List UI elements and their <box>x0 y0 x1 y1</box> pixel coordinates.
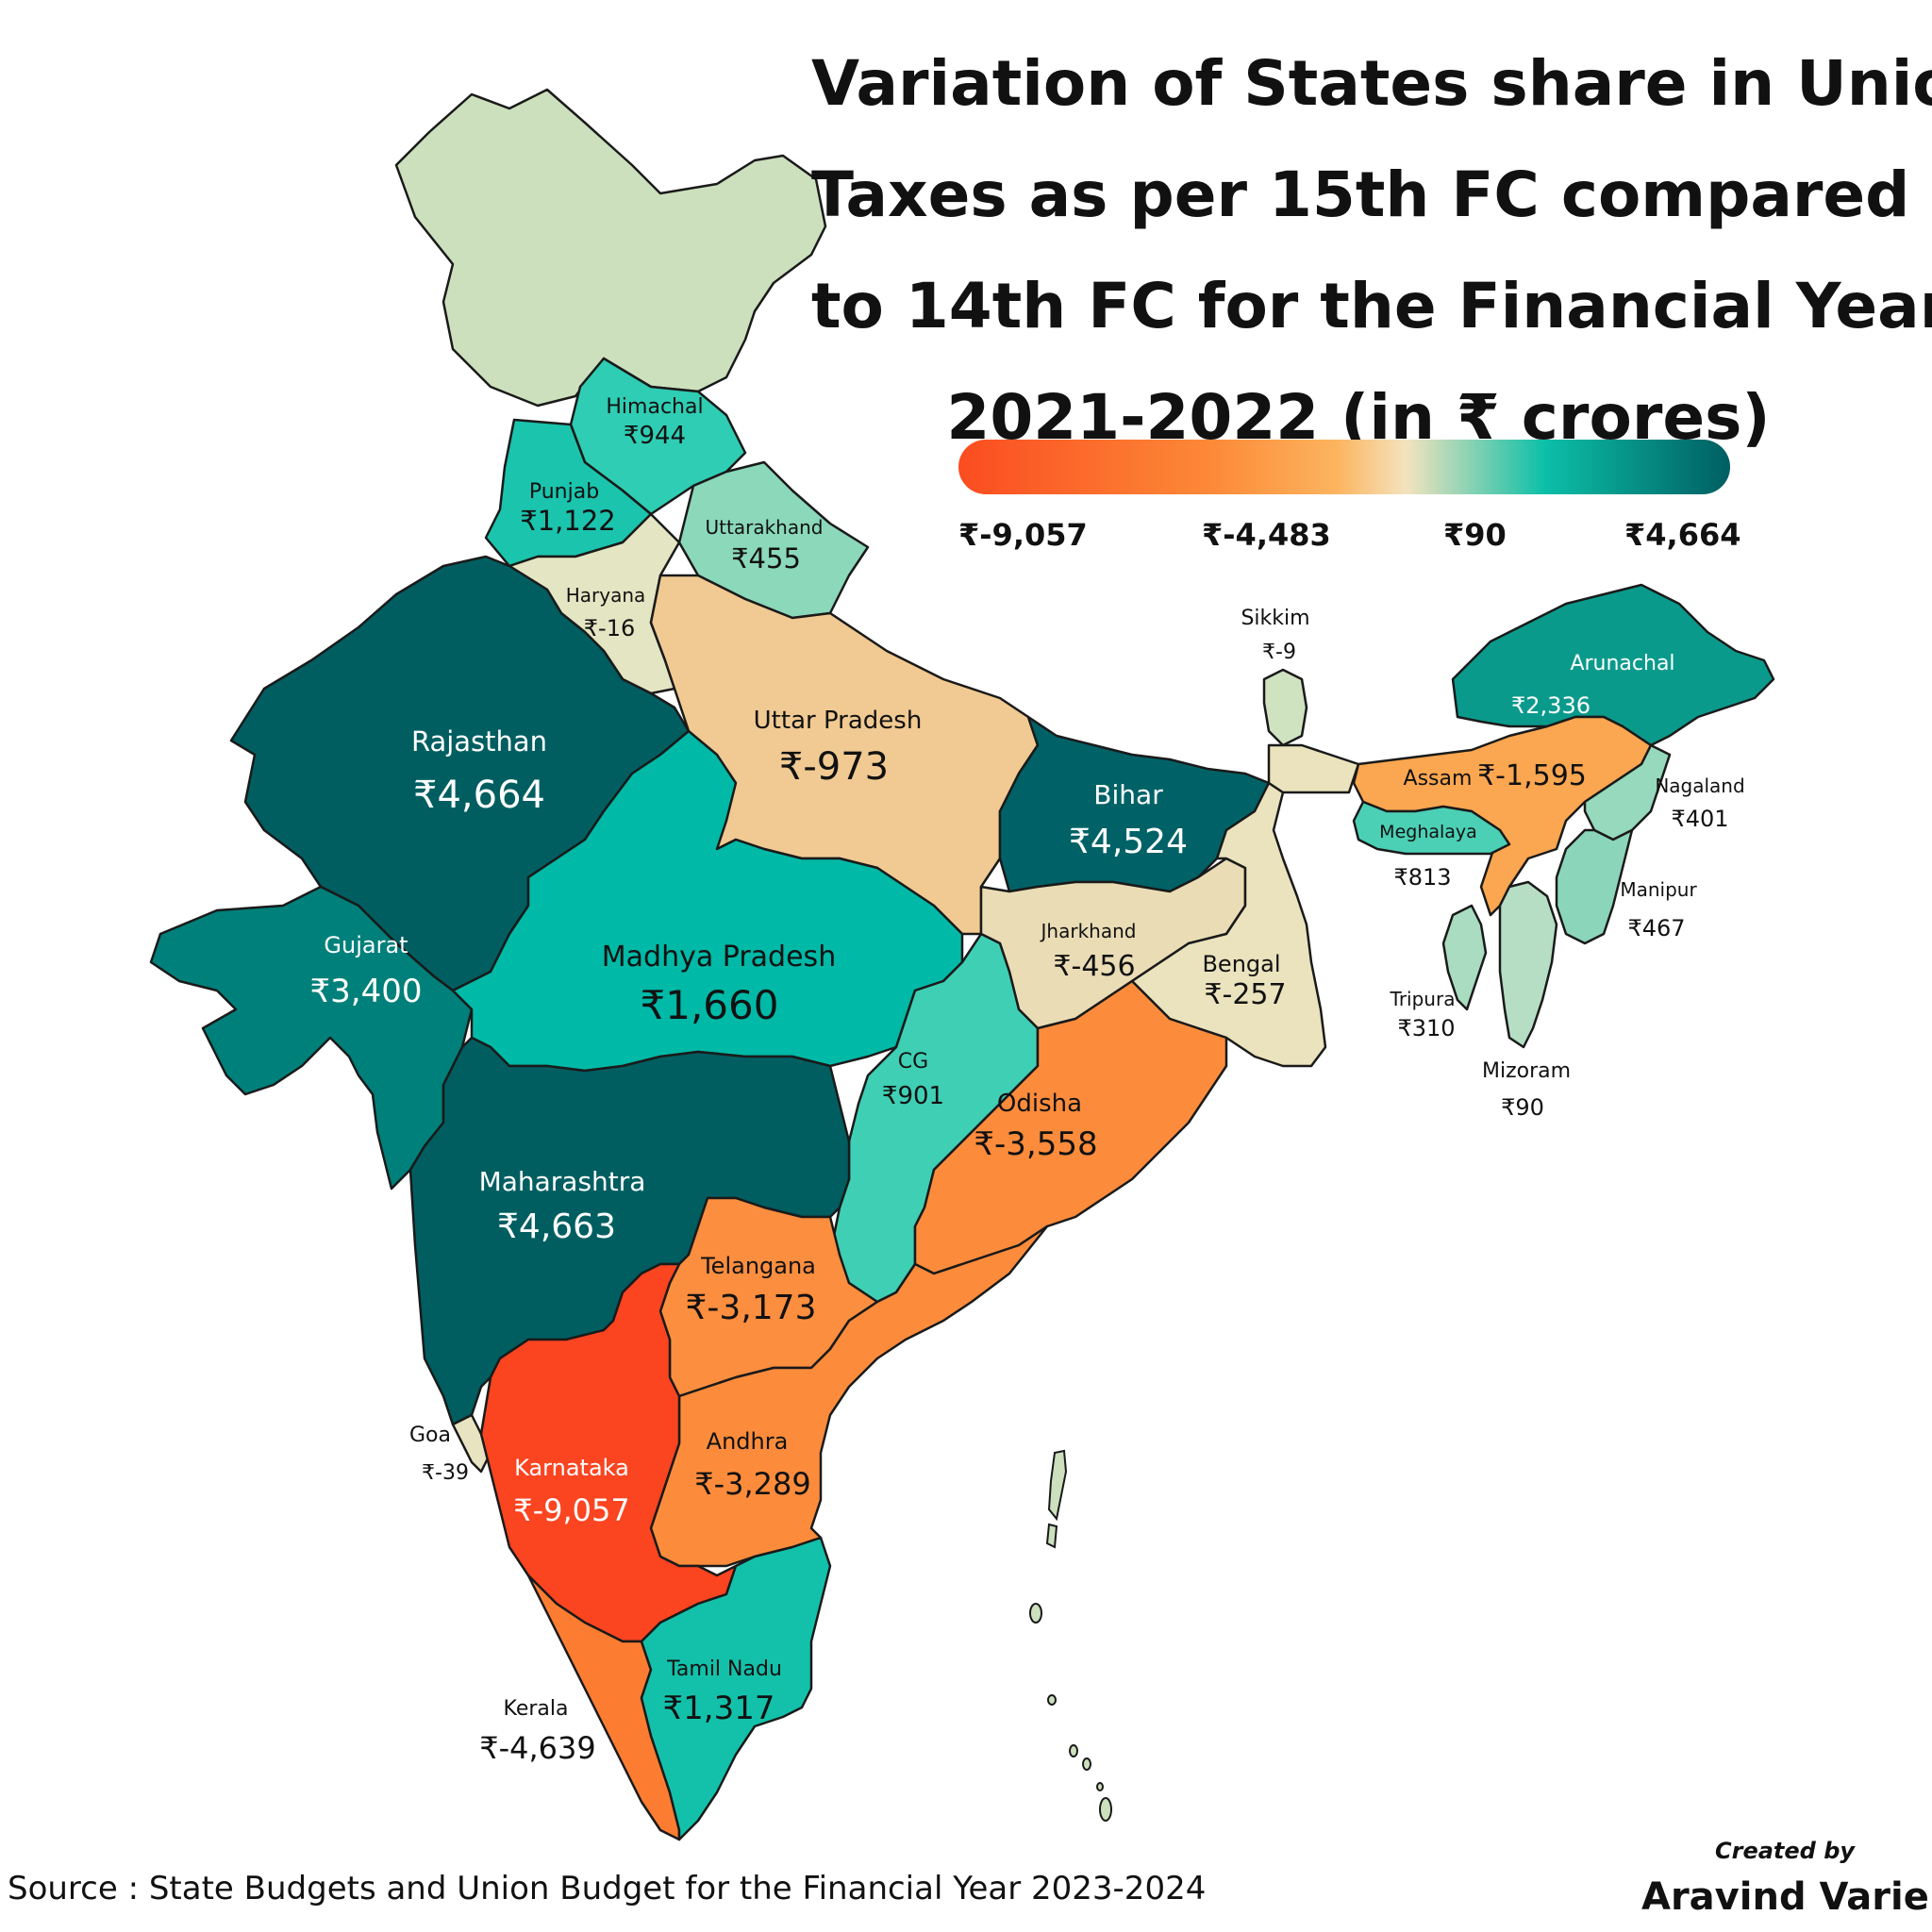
label-name-uttarakhand: Uttarakhand <box>706 516 824 539</box>
label-name-kerala: Kerala <box>504 1697 569 1721</box>
label-value-goa: ₹-39 <box>422 1461 469 1485</box>
region-sikkim <box>1262 668 1308 747</box>
label-value-mizoram: ₹90 <box>1501 1094 1544 1121</box>
label-value-cg: ₹901 <box>882 1082 944 1110</box>
region-arunachal <box>1451 583 1775 747</box>
title-line: Variation of States share in Union <box>811 47 1932 120</box>
label-value-uttarakhand: ₹455 <box>731 542 801 575</box>
region-tripura <box>1441 904 1488 1011</box>
island-group-andaman <box>1029 1449 1112 1822</box>
title-line: to 14th FC for the Financial Year <box>811 270 1932 342</box>
label-name-rajasthan: Rajasthan <box>411 725 547 758</box>
legend-tick-max: ₹4,664 <box>1624 517 1741 553</box>
label-name-telangana: Telangana <box>700 1253 816 1279</box>
label-name-andhra: Andhra <box>707 1428 789 1455</box>
region-odisha <box>913 979 1228 1275</box>
label-value-punjab: ₹1,122 <box>520 505 615 537</box>
legend-tick-low: ₹-4,483 <box>1202 517 1331 553</box>
label-value-bihar: ₹4,524 <box>1069 823 1188 861</box>
region-meghalaya <box>1352 800 1511 856</box>
label-name-manipur: Manipur <box>1620 878 1697 901</box>
credit-author: Aravind Varier <box>1641 1875 1932 1919</box>
label-value-haryana: ₹-16 <box>584 615 635 641</box>
label-name-odisha: Odisha <box>997 1090 1082 1118</box>
label-name-jharkhand: Jharkhand <box>1040 920 1137 942</box>
label-value-madhya-pradesh: ₹1,660 <box>641 982 779 1028</box>
label-name-meghalaya: Meghalaya <box>1379 822 1477 842</box>
label-name-madhya-pradesh: Madhya Pradesh <box>602 941 836 974</box>
legend-tick-mid: ₹90 <box>1443 517 1507 553</box>
region-mizoram <box>1498 880 1558 1049</box>
legend-color-bar <box>958 440 1730 494</box>
label-value-sikkim: ₹-9 <box>1262 641 1296 664</box>
label-name-assam: Assam <box>1404 767 1473 791</box>
label-value-bengal: ₹-257 <box>1204 978 1286 1011</box>
label-name-arunachal: Arunachal <box>1570 652 1674 675</box>
region-jammu-kashmir <box>394 88 827 408</box>
map-labels: Himachal ₹944 Punjab ₹1,122 Uttarakhand … <box>310 395 1745 1766</box>
label-value-andhra: ₹-3,289 <box>694 1466 811 1502</box>
label-value-maharashtra: ₹4,663 <box>497 1208 616 1246</box>
label-value-karnataka: ₹-9,057 <box>513 1492 630 1528</box>
label-value-nagaland: ₹401 <box>1671 806 1728 832</box>
label-name-karnataka: Karnataka <box>514 1455 629 1481</box>
label-name-goa: Goa <box>409 1424 451 1447</box>
legend-tick-min: ₹-9,057 <box>958 517 1088 553</box>
label-value-manipur: ₹467 <box>1627 915 1685 941</box>
label-name-uttar-pradesh: Uttar Pradesh <box>754 707 923 735</box>
label-value-kerala: ₹-4,639 <box>479 1730 596 1766</box>
credit-label: Created by <box>1715 1838 1856 1864</box>
label-value-arunachal: ₹2,336 <box>1511 692 1591 719</box>
label-name-mizoram: Mizoram <box>1482 1059 1571 1083</box>
label-value-tamil-nadu: ₹1,317 <box>663 1690 775 1727</box>
label-value-uttar-pradesh: ₹-973 <box>779 745 889 789</box>
label-name-bihar: Bihar <box>1093 779 1163 810</box>
chart-title: Variation of States share in Union Taxes… <box>811 28 1932 474</box>
label-name-bengal: Bengal <box>1202 951 1280 977</box>
label-value-jharkhand: ₹-456 <box>1053 950 1135 983</box>
label-name-cg: CG <box>898 1050 928 1074</box>
label-name-himachal: Himachal <box>606 395 703 419</box>
label-name-tripura: Tripura <box>1390 988 1456 1010</box>
label-name-gujarat: Gujarat <box>324 932 408 958</box>
label-value-odisha: ₹-3,558 <box>974 1125 1097 1163</box>
label-value-meghalaya: ₹813 <box>1393 864 1451 891</box>
label-name-punjab: Punjab <box>529 480 599 504</box>
region-tamil-nadu <box>640 1536 832 1841</box>
label-name-sikkim: Sikkim <box>1241 607 1309 630</box>
label-value-assam: ₹-1,595 <box>1477 759 1587 792</box>
label-value-rajasthan: ₹4,664 <box>413 774 545 817</box>
source-note: Source : State Budgets and Union Budget … <box>8 1870 1207 1907</box>
label-name-tamil-nadu: Tamil Nadu <box>666 1657 782 1681</box>
label-value-gujarat: ₹3,400 <box>310 973 423 1010</box>
label-value-tripura: ₹310 <box>1397 1015 1455 1041</box>
region-gujarat <box>149 885 474 1191</box>
label-value-himachal: ₹944 <box>624 422 686 450</box>
label-name-maharashtra: Maharashtra <box>479 1166 646 1197</box>
label-name-nagaland: Nagaland <box>1655 774 1744 797</box>
label-value-telangana: ₹-3,173 <box>686 1289 817 1327</box>
title-line: Taxes as per 15th FC compared <box>811 158 1910 231</box>
region-bengal-north <box>1267 743 1360 794</box>
label-name-haryana: Haryana <box>566 584 646 607</box>
region-manipur <box>1555 828 1634 945</box>
